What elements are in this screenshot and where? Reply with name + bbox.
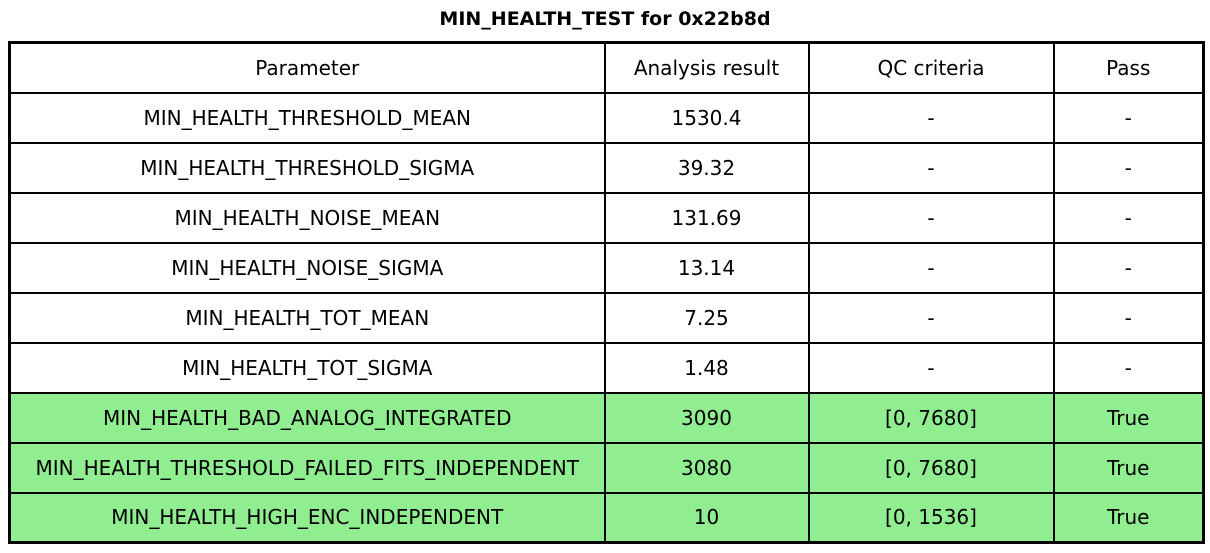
cell-parameter: MIN_HEALTH_NOISE_SIGMA (8, 241, 606, 294)
cell-pass: - (1052, 241, 1205, 294)
cell-analysis-result: 3090 (603, 391, 810, 444)
column-header-parameter: Parameter (8, 41, 606, 94)
cell-pass: - (1052, 141, 1205, 194)
cell-pass: True (1052, 441, 1205, 494)
cell-pass: - (1052, 91, 1205, 144)
table-row: MIN_HEALTH_THRESHOLD_SIGMA 39.32 - - (8, 141, 1205, 194)
table-row: MIN_HEALTH_NOISE_SIGMA 13.14 - - (8, 241, 1205, 294)
cell-qc-criteria: [0, 1536] (807, 491, 1055, 544)
cell-qc-criteria: - (807, 91, 1055, 144)
cell-pass: True (1052, 491, 1205, 544)
table-header: Parameter Analysis result QC criteria Pa… (8, 41, 1205, 94)
cell-qc-criteria: - (807, 341, 1055, 394)
cell-parameter: MIN_HEALTH_TOT_MEAN (8, 291, 606, 344)
cell-qc-criteria: - (807, 141, 1055, 194)
cell-analysis-result: 1530.4 (603, 91, 810, 144)
cell-qc-criteria: [0, 7680] (807, 441, 1055, 494)
cell-qc-criteria: - (807, 191, 1055, 244)
table-row: MIN_HEALTH_TOT_SIGMA 1.48 - - (8, 341, 1205, 394)
cell-parameter: MIN_HEALTH_NOISE_MEAN (8, 191, 606, 244)
cell-qc-criteria: [0, 7680] (807, 391, 1055, 444)
cell-parameter: MIN_HEALTH_BAD_ANALOG_INTEGRATED (8, 391, 606, 444)
column-header-qc-criteria: QC criteria (807, 41, 1055, 94)
table-row: MIN_HEALTH_NOISE_MEAN 131.69 - - (8, 191, 1205, 244)
cell-qc-criteria: - (807, 241, 1055, 294)
cell-parameter: MIN_HEALTH_TOT_SIGMA (8, 341, 606, 394)
cell-analysis-result: 10 (603, 491, 810, 544)
table-row: MIN_HEALTH_HIGH_ENC_INDEPENDENT 10 [0, 1… (8, 491, 1205, 544)
cell-parameter: MIN_HEALTH_THRESHOLD_MEAN (8, 91, 606, 144)
table-row: MIN_HEALTH_THRESHOLD_FAILED_FITS_INDEPEN… (8, 441, 1205, 494)
cell-analysis-result: 7.25 (603, 291, 810, 344)
cell-parameter: MIN_HEALTH_HIGH_ENC_INDEPENDENT (8, 491, 606, 544)
table-title: MIN_HEALTH_TEST for 0x22b8d (439, 8, 771, 30)
table-row: MIN_HEALTH_TOT_MEAN 7.25 - - (8, 291, 1205, 344)
table-row: MIN_HEALTH_THRESHOLD_MEAN 1530.4 - - (8, 91, 1205, 144)
cell-pass: - (1052, 291, 1205, 344)
cell-pass: True (1052, 391, 1205, 444)
column-header-analysis-result: Analysis result (603, 41, 810, 94)
table-body: MIN_HEALTH_THRESHOLD_MEAN 1530.4 - - MIN… (8, 91, 1205, 544)
cell-analysis-result: 39.32 (603, 141, 810, 194)
cell-analysis-result: 3080 (603, 441, 810, 494)
qc-results-table: Parameter Analysis result QC criteria Pa… (8, 41, 1205, 544)
cell-pass: - (1052, 341, 1205, 394)
cell-qc-criteria: - (807, 291, 1055, 344)
cell-pass: - (1052, 191, 1205, 244)
cell-parameter: MIN_HEALTH_THRESHOLD_SIGMA (8, 141, 606, 194)
header-row: Parameter Analysis result QC criteria Pa… (8, 41, 1205, 94)
cell-analysis-result: 13.14 (603, 241, 810, 294)
cell-analysis-result: 131.69 (603, 191, 810, 244)
table-row: MIN_HEALTH_BAD_ANALOG_INTEGRATED 3090 [0… (8, 391, 1205, 444)
column-header-pass: Pass (1052, 41, 1205, 94)
cell-parameter: MIN_HEALTH_THRESHOLD_FAILED_FITS_INDEPEN… (8, 441, 606, 494)
cell-analysis-result: 1.48 (603, 341, 810, 394)
